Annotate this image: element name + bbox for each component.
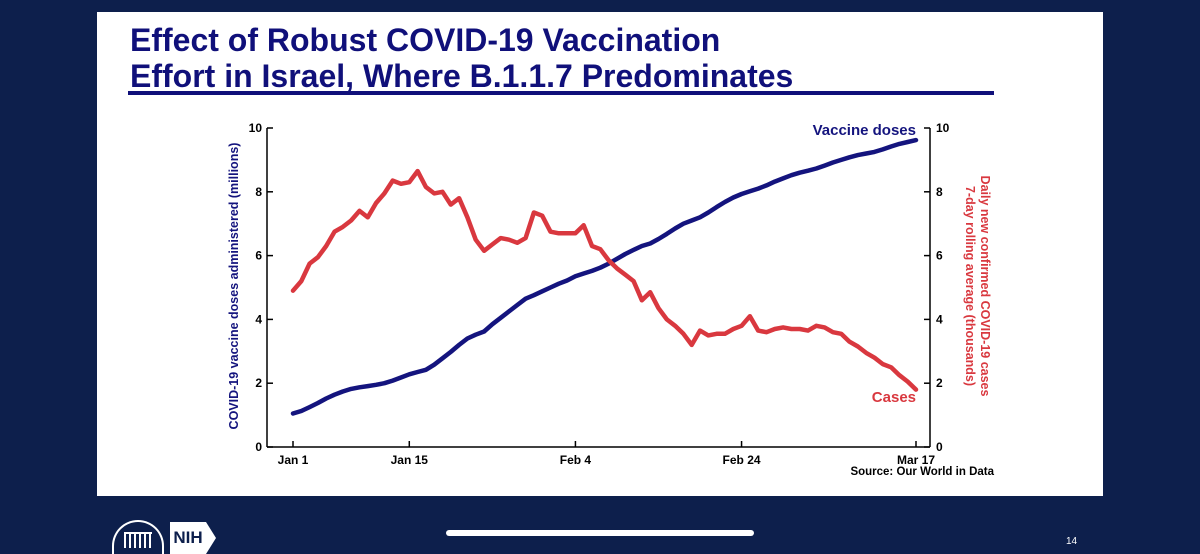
y-axis-label-right-line-1: Daily new confirmed COVID-19 cases bbox=[978, 176, 992, 397]
chart-labels: COVID-19 vaccine doses administered (mil… bbox=[227, 122, 995, 478]
y-tick-label-right: 6 bbox=[936, 249, 943, 263]
y-tick-label-right: 4 bbox=[936, 312, 943, 326]
x-tick-label: Feb 4 bbox=[560, 453, 592, 467]
x-tick-label: Jan 15 bbox=[391, 453, 429, 467]
y-tick-label-left: 10 bbox=[249, 121, 263, 135]
slide-title: Effect of Robust COVID-19 Vaccination Ef… bbox=[130, 22, 1000, 94]
nih-logo: NIH bbox=[170, 522, 216, 554]
title-line-1: Effect of Robust COVID-19 Vaccination bbox=[130, 22, 721, 58]
chart-axes: 0 2 4 6 8 10 0 2 4 6 8 10 Jan 1 Jan 15 Feb 4 Feb 24 Mar … bbox=[249, 121, 950, 467]
y-tick-label-left: 6 bbox=[255, 249, 262, 263]
y-tick-label-left: 4 bbox=[255, 312, 262, 326]
y-axis-label-right-line-2: 7-day rolling average (thousands) bbox=[963, 186, 977, 386]
title-underline bbox=[128, 91, 994, 95]
home-indicator-bar[interactable] bbox=[446, 530, 754, 536]
x-tick-label: Jan 1 bbox=[278, 453, 309, 467]
source-note: Source: Our World in Data bbox=[850, 466, 994, 478]
y-axis-label-left: COVID-19 vaccine doses administered (mil… bbox=[227, 143, 241, 430]
series-label-vaccine-doses: Vaccine doses bbox=[813, 122, 916, 139]
title-line-2: Effort in Israel, Where B.1.1.7 Predomin… bbox=[130, 58, 794, 94]
y-tick-label-left: 0 bbox=[255, 440, 262, 454]
y-tick-label-right: 10 bbox=[936, 121, 950, 135]
series-label-cases: Cases bbox=[872, 389, 916, 406]
y-tick-label-left: 8 bbox=[255, 185, 262, 199]
y-tick-label-right: 0 bbox=[936, 440, 943, 454]
x-tick-label: Mar 17 bbox=[897, 453, 935, 467]
y-tick-label-right: 8 bbox=[936, 185, 943, 199]
series-line-cases bbox=[290, 168, 919, 392]
x-tick-label: Feb 24 bbox=[723, 453, 761, 467]
series-line-vaccine-doses bbox=[290, 137, 919, 416]
y-tick-label-right: 2 bbox=[936, 376, 943, 390]
y-tick-label-left: 2 bbox=[255, 376, 262, 390]
chart-series bbox=[290, 137, 919, 416]
page-number: 14 bbox=[1066, 536, 1078, 547]
